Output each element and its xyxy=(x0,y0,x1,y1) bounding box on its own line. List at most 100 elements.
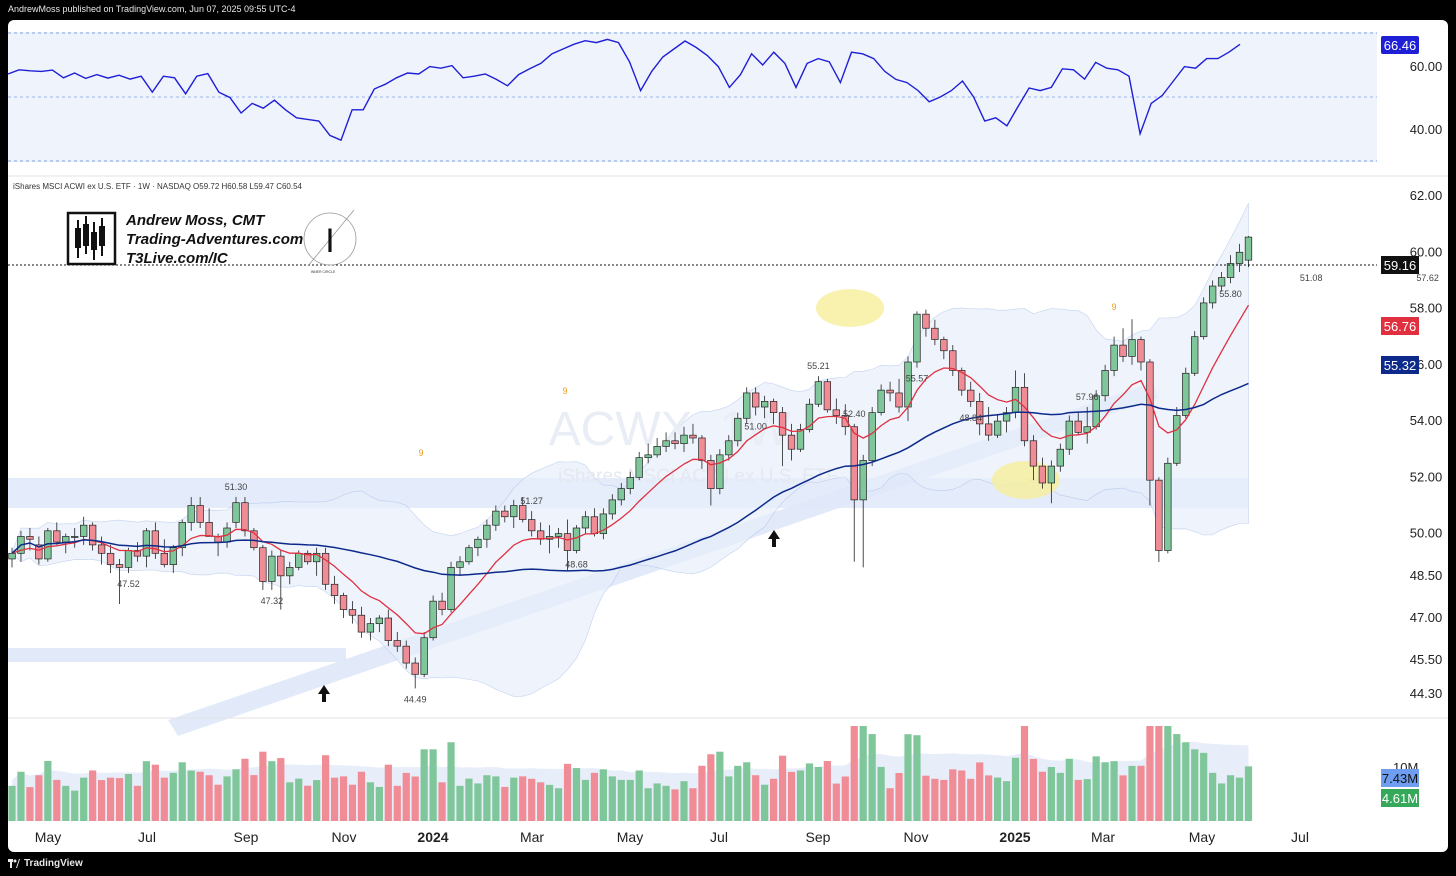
candle-body xyxy=(456,561,464,568)
sma-tag xyxy=(1381,356,1419,374)
chart-svg[interactable]: 60.00 40.00 66.46 iShares MSCI ACWI ex U… xyxy=(8,20,1448,852)
candle-body xyxy=(680,434,688,444)
volume-bar xyxy=(823,761,831,821)
volume-bar xyxy=(402,772,410,821)
volume-bar xyxy=(1047,767,1055,821)
volume-bar xyxy=(232,769,240,821)
peak-labels: 51.30 47.52 47.32 44.49 51.27 48.68 52.40 51.00… xyxy=(117,273,1439,704)
candle-body xyxy=(53,530,61,543)
author-name: Andrew Moss, CMT xyxy=(125,212,266,229)
volume-bar xyxy=(71,790,79,821)
candle-body xyxy=(519,505,527,520)
volume-panel: 10M 7.43M 4.61M xyxy=(8,726,1419,821)
publish-line: AndrewMoss published on TradingView.com,… xyxy=(8,4,296,14)
footer: TradingView xyxy=(8,858,83,869)
volume-bar xyxy=(689,788,697,821)
candle-body xyxy=(1119,344,1127,357)
price-tick: 50.00 xyxy=(1410,526,1443,541)
volume-bar xyxy=(169,772,177,821)
peak-label: 48.84 xyxy=(959,413,982,423)
candle-body xyxy=(1146,361,1154,481)
volume-bar xyxy=(563,763,572,821)
candle-body xyxy=(877,389,885,413)
volume-bar xyxy=(160,777,168,821)
candle-body xyxy=(1002,412,1011,422)
volume-bar xyxy=(725,776,733,821)
volume-bar xyxy=(554,788,563,821)
volume-bar xyxy=(752,775,760,821)
time-label: Sep xyxy=(806,829,831,845)
candle-body xyxy=(563,533,572,551)
volume-bar xyxy=(44,761,52,821)
volume-bar xyxy=(850,726,858,821)
volume-bar xyxy=(339,776,348,821)
volume-bar xyxy=(1191,749,1199,821)
volume-bar xyxy=(1002,781,1011,821)
candle-body xyxy=(420,637,428,675)
volume-bar xyxy=(447,742,455,821)
volume-bar xyxy=(98,780,106,821)
candle-body xyxy=(859,460,867,501)
candle-body xyxy=(1038,465,1047,484)
volume-bar xyxy=(106,777,115,821)
price-tick: 52.00 xyxy=(1410,469,1443,484)
volume-bar xyxy=(53,779,61,821)
time-label: Nov xyxy=(904,829,929,845)
candle-body xyxy=(599,513,608,534)
candle-body xyxy=(375,617,384,625)
volume-bar xyxy=(635,770,643,821)
volume-bar xyxy=(429,749,437,821)
volume-bar xyxy=(599,769,607,821)
rsi-panel: 60.00 40.00 66.46 xyxy=(8,32,1442,162)
candle-body xyxy=(1074,420,1082,433)
volume-bar xyxy=(832,783,840,821)
volume-bar xyxy=(26,787,34,821)
volume-last-tag xyxy=(1381,769,1419,787)
candle-body xyxy=(232,502,240,523)
candle-body xyxy=(35,544,43,560)
volume-bar xyxy=(841,776,849,821)
volume-bar xyxy=(770,778,778,821)
volume-bar xyxy=(626,779,634,821)
buy-arrow-icon xyxy=(318,685,330,702)
volume-avg-tag xyxy=(1381,789,1419,807)
volume-bar xyxy=(8,785,16,821)
volume-bar xyxy=(420,749,428,821)
volume-bar xyxy=(330,777,339,821)
ema-value: 56.76 xyxy=(1384,319,1417,334)
price-tick: 58.00 xyxy=(1410,301,1443,316)
candle-body xyxy=(644,454,652,459)
candle-body xyxy=(366,623,375,633)
volume-bar xyxy=(80,777,88,821)
candle-body xyxy=(196,505,204,523)
volume-bar xyxy=(510,777,518,821)
candle-body xyxy=(1217,277,1226,287)
candle-body xyxy=(796,429,805,450)
volume-bar xyxy=(1200,752,1208,821)
peak-label: 47.32 xyxy=(261,596,284,606)
candle-body xyxy=(581,516,590,529)
rsi-last-tag xyxy=(1381,36,1419,54)
candle-body xyxy=(1137,339,1145,363)
peak-label: 44.49 xyxy=(404,694,427,704)
volume-bar xyxy=(546,784,554,821)
volume-bar xyxy=(572,768,581,821)
candle-body xyxy=(626,477,634,489)
price-tick: 48.50 xyxy=(1410,568,1443,583)
volume-bar xyxy=(304,785,312,821)
bollinger-band xyxy=(11,203,1249,697)
candle-body xyxy=(483,524,491,540)
volume-bar xyxy=(1056,772,1064,821)
candle-body xyxy=(572,527,581,551)
support-zone xyxy=(8,648,346,662)
volume-bar xyxy=(1226,775,1235,821)
symbol-line: iShares MSCI ACWI ex U.S. ETF · 1W · NAS… xyxy=(13,182,303,191)
candle-body xyxy=(71,536,79,538)
peak-label: 51.00 xyxy=(744,421,767,431)
candle-body xyxy=(133,550,142,557)
candle-body xyxy=(286,567,294,577)
volume-bar xyxy=(707,754,715,821)
candle-body xyxy=(886,389,894,394)
candle-body xyxy=(940,339,948,352)
